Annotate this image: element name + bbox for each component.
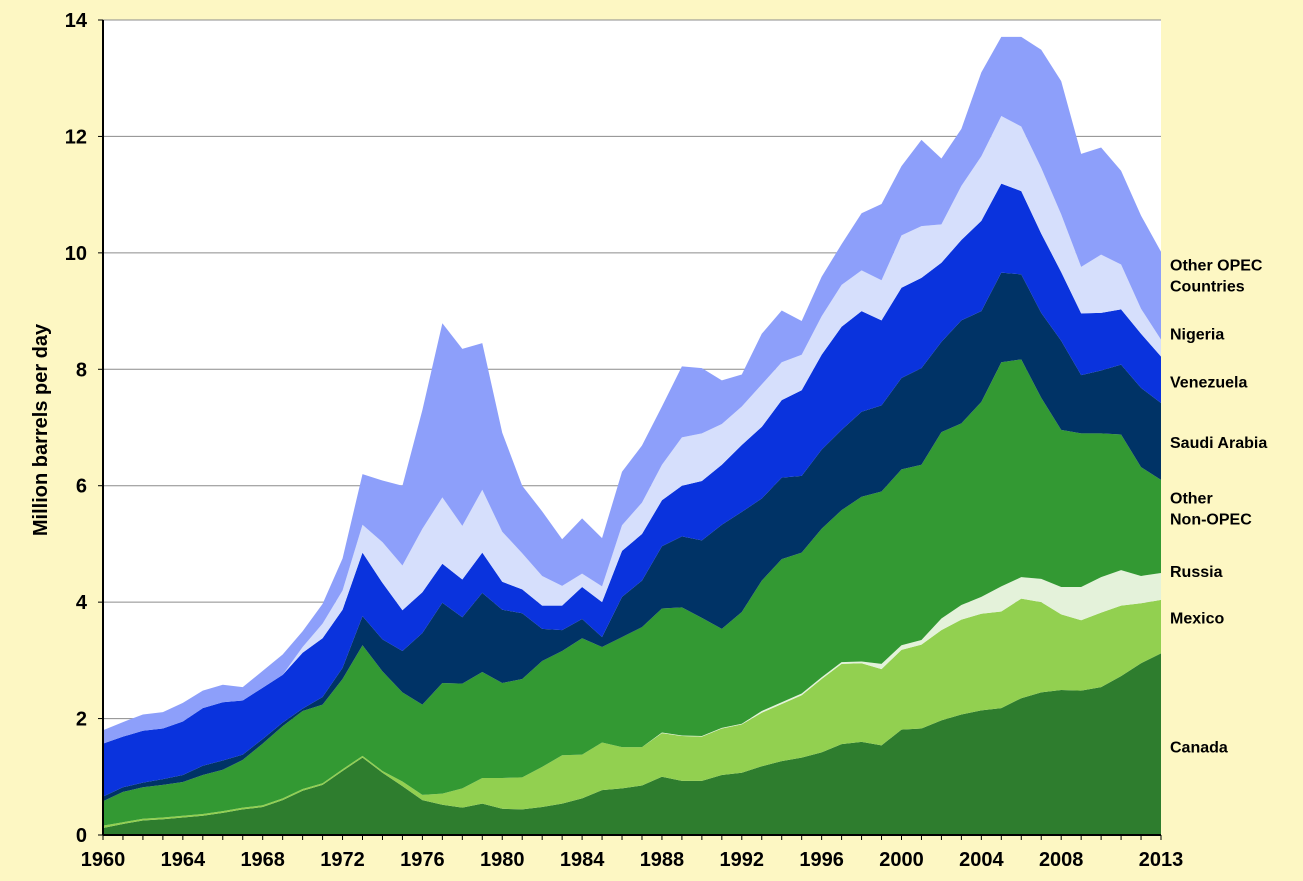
legend-label-canada: Canada <box>1170 740 1228 757</box>
y-tick-label: 4 <box>76 592 88 614</box>
area-mexico <box>103 598 1161 829</box>
legend-label-line: Non-OPEC <box>1170 512 1252 529</box>
x-tick-label: 1960 <box>81 849 126 871</box>
legend-label-line: Other <box>1170 491 1213 508</box>
x-tick-label: 1972 <box>320 849 365 871</box>
legend-label-line: Nigeria <box>1170 326 1224 343</box>
y-tick-label: 8 <box>76 359 87 381</box>
legend-label-saudi-arabia: Saudi Arabia <box>1170 435 1267 452</box>
y-tick-label: 6 <box>76 476 87 498</box>
y-tick-label: 10 <box>65 243 87 265</box>
y-tick-label: 12 <box>65 126 87 148</box>
area-series <box>103 36 1161 835</box>
legend-label-line: Venezuela <box>1170 375 1247 392</box>
x-tick-label: 1996 <box>799 849 844 871</box>
legend-label-line: Other OPEC <box>1170 258 1263 275</box>
area-venezuela <box>103 183 1161 797</box>
legend-label-line: Canada <box>1170 740 1228 757</box>
legend-label-line: Russia <box>1170 564 1223 581</box>
y-axis-title: Million barrels per day <box>30 323 52 536</box>
y-tick-label: 14 <box>65 10 88 32</box>
y-tick-label: 0 <box>76 825 87 847</box>
x-tick-label: 1964 <box>161 849 206 871</box>
legend-label-other-opec-countries: Other OPEC Countries <box>1170 258 1263 296</box>
x-tick-label: 2000 <box>879 849 924 871</box>
x-tick-label: 2004 <box>959 849 1004 871</box>
axes <box>102 20 1161 836</box>
area-nigeria <box>103 116 1161 744</box>
y-tick-labels: 0 2 4 6 8 10 12 14 <box>65 10 103 847</box>
legend-label-russia: Russia <box>1170 564 1223 581</box>
legend-label-other-non-opec: Other Non-OPEC <box>1170 491 1252 529</box>
x-tick-label: 1988 <box>640 849 685 871</box>
area-saudi-arabia <box>103 272 1161 802</box>
area-russia <box>103 570 1161 826</box>
legend: Canada Mexico Russia Other Non-OPEC Saudi Ara… <box>1170 258 1267 757</box>
legend-label-line: Countries <box>1170 279 1245 296</box>
x-tick-label: 1984 <box>560 849 605 871</box>
y-tick-label: 2 <box>76 709 87 731</box>
x-tick-label: 2013 <box>1139 849 1184 871</box>
x-tick-label: 1992 <box>720 849 765 871</box>
x-tick-labels: 1960 1964 1968 1972 1976 1980 1984 1988 1992 1996… <box>81 835 1184 871</box>
legend-label-line: Mexico <box>1170 610 1224 627</box>
legend-label-line: Saudi Arabia <box>1170 435 1267 452</box>
legend-label-mexico: Mexico <box>1170 610 1224 627</box>
legend-label-nigeria: Nigeria <box>1170 326 1224 343</box>
area-other-non-opec <box>103 359 1161 826</box>
x-tick-label: 1968 <box>240 849 285 871</box>
x-tick-label: 2008 <box>1039 849 1084 871</box>
area-other-opec-countries <box>103 36 1161 744</box>
x-tick-label: 1980 <box>480 849 525 871</box>
area-canada <box>103 653 1161 835</box>
x-tick-label: 1976 <box>400 849 445 871</box>
legend-label-venezuela: Venezuela <box>1170 375 1247 392</box>
